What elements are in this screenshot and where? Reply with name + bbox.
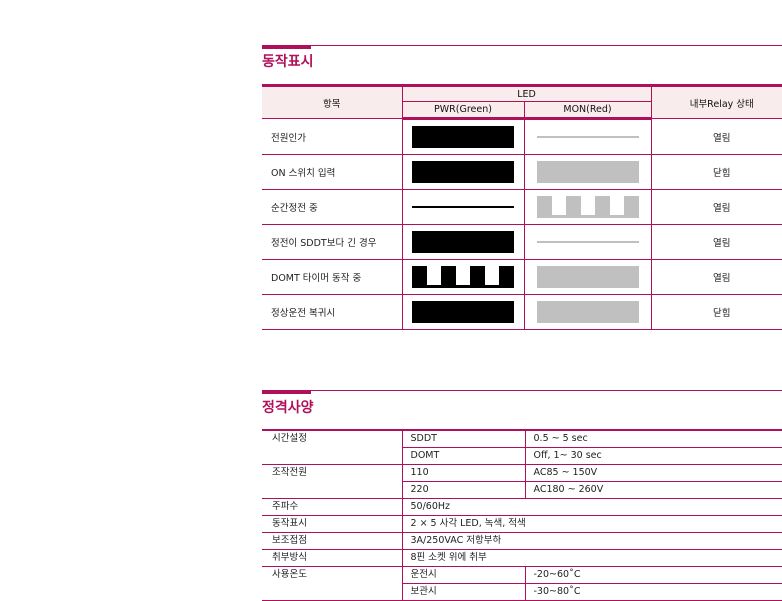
row-label: 전원인가 (262, 118, 403, 155)
row-label: ON 스위치 입력 (262, 154, 403, 190)
header-relay: 내부Relay 상태 (650, 85, 782, 119)
section-title-operation: 동작표시 (262, 54, 314, 70)
row-label: 정상운전 복귀시 (262, 294, 403, 330)
relay-state: 열림 (650, 224, 782, 260)
spec-name: 취부방식 (262, 549, 403, 567)
spec-name: 시간설정 (262, 430, 403, 465)
pwr-cell (401, 189, 525, 225)
spec-value: 8핀 소켓 위에 취부 (402, 549, 782, 567)
spec-value: 50/60Hz (402, 498, 782, 516)
spec-name: 사용온도 (262, 566, 403, 601)
row-label: 정전이 SDDT보다 긴 경우 (262, 224, 403, 260)
table-row: 정상운전 복귀시 닫힘 (262, 294, 782, 330)
row-label: DOMT 타이머 동작 중 (262, 259, 403, 295)
section-accent-bar (262, 45, 311, 49)
mon-cell (523, 259, 652, 295)
table-row: 정전이 SDDT보다 긴 경우 열림 (262, 224, 782, 260)
table-row: DOMT 타이머 동작 중 열림 (262, 259, 782, 295)
led-on-indicator (412, 126, 514, 148)
pwr-cell (401, 259, 525, 295)
led-off-pulse-indicator (536, 196, 639, 218)
spec-sub-value: -20~60˚C (525, 566, 782, 584)
pwr-cell (401, 224, 525, 260)
spec-sub-key: 운전시 (402, 566, 526, 584)
led-on-line-indicator (412, 206, 514, 208)
section-title-specs: 정격사양 (262, 400, 314, 416)
spec-sub-value: AC180 ~ 260V (525, 481, 782, 499)
led-off-block-indicator (536, 266, 639, 288)
header-pwr: PWR(Green) (402, 101, 525, 120)
spec-sub-value: Off, 1~ 30 sec (525, 447, 782, 465)
spec-sub-value: -30~80˚C (525, 583, 782, 601)
led-off-block-indicator (536, 301, 639, 323)
spec-row: 시간설정 SDDT 0.5 ~ 5 sec (262, 430, 782, 465)
row-label: 순간정전 중 (262, 189, 403, 225)
spec-name: 주파수 (262, 498, 403, 516)
section-accent-bar (262, 390, 311, 394)
spec-sub-key: 보관시 (402, 583, 526, 601)
header-mon: MON(Red) (523, 101, 652, 120)
spec-row: 주파수 50/60Hz (262, 498, 782, 516)
led-on-indicator (412, 161, 514, 183)
pwr-cell (401, 118, 525, 155)
spec-sub-value: AC85 ~ 150V (525, 464, 782, 482)
pwr-cell (401, 154, 525, 190)
relay-state: 열림 (650, 118, 782, 155)
relay-state: 열림 (650, 259, 782, 295)
table-row: ON 스위치 입력 닫힘 (262, 154, 782, 190)
header-led: LED (401, 85, 652, 102)
mon-cell (523, 189, 652, 225)
pwr-cell (401, 294, 525, 330)
spec-row: 취부방식 8핀 소켓 위에 취부 (262, 549, 782, 567)
section-divider (262, 45, 782, 46)
table-row: 순간정전 중 열림 (262, 189, 782, 225)
specs-table: 시간설정 SDDT 0.5 ~ 5 sec DOMT Off, 1~ 30 sec 조… (262, 429, 782, 601)
led-on-indicator (412, 301, 514, 323)
relay-state: 열림 (650, 189, 782, 225)
spec-value: 3A/250VAC 저항부하 (402, 532, 782, 550)
spec-row: 220 AC180 ~ 260V (262, 481, 782, 499)
spec-row: 동작표시 2 × 5 사각 LED, 녹색, 적색 (262, 515, 782, 533)
spec-name: 조작전원 (262, 464, 403, 499)
spec-name: 동작표시 (262, 515, 403, 533)
relay-state: 닫힘 (650, 154, 782, 190)
mon-cell (523, 224, 652, 260)
led-off-block-indicator (536, 161, 639, 183)
mon-cell (523, 154, 652, 190)
spec-sub-key: DOMT (402, 447, 526, 465)
section-divider (262, 390, 782, 391)
mon-cell (523, 118, 652, 155)
spec-name: 보조접점 (262, 532, 403, 550)
spec-row: 사용온도 운전시 -20~60˚C (262, 566, 782, 601)
led-on-indicator (412, 231, 514, 253)
spec-sub-key: 220 (402, 481, 526, 499)
table-row: 전원인가 열림 (262, 118, 782, 155)
header-item: 항목 (262, 85, 403, 119)
spec-sub-key: 110 (402, 464, 526, 482)
spec-row: DOMT Off, 1~ 30 sec (262, 447, 782, 465)
spec-sub-value: 0.5 ~ 5 sec (525, 430, 782, 448)
spec-row: 보조접점 3A/250VAC 저항부하 (262, 532, 782, 550)
spec-sub-key: SDDT (402, 430, 526, 448)
operation-table: 항목 LED 내부Relay 상태 PWR(Green) MON(Red) 전원… (262, 84, 782, 330)
mon-cell (523, 294, 652, 330)
spec-row: 조작전원 110 AC85 ~ 150V (262, 464, 782, 499)
led-on-pulse-indicator (412, 266, 514, 288)
led-off-line-indicator (536, 241, 639, 243)
relay-state: 닫힘 (650, 294, 782, 330)
led-off-line-indicator (536, 136, 639, 138)
spec-value: 2 × 5 사각 LED, 녹색, 적색 (402, 515, 782, 533)
